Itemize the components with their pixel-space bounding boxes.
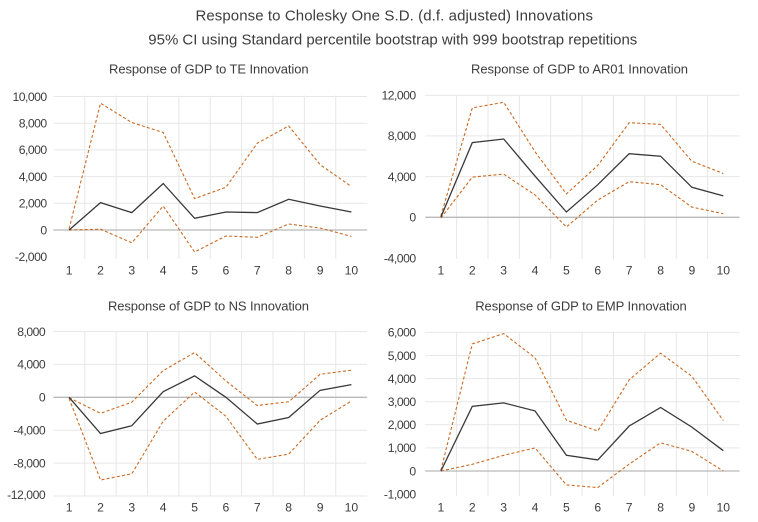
svg-text:-1,000: -1,000 <box>384 487 417 501</box>
svg-text:1: 1 <box>66 501 73 515</box>
svg-text:8: 8 <box>657 264 664 278</box>
svg-text:8: 8 <box>285 501 292 515</box>
svg-text:5: 5 <box>191 501 198 515</box>
svg-text:Response of GDP to EMP Innovat: Response of GDP to EMP Innovation <box>475 299 687 314</box>
svg-text:4: 4 <box>160 501 167 515</box>
svg-text:3: 3 <box>500 501 507 515</box>
svg-text:5,000: 5,000 <box>388 349 417 363</box>
svg-text:3: 3 <box>500 264 507 278</box>
svg-text:9: 9 <box>689 501 696 515</box>
svg-text:9: 9 <box>317 264 324 278</box>
svg-text:7: 7 <box>626 264 633 278</box>
svg-text:1: 1 <box>438 264 445 278</box>
svg-text:2: 2 <box>97 501 104 515</box>
svg-text:9: 9 <box>689 264 696 278</box>
svg-text:9: 9 <box>317 501 324 515</box>
svg-text:Response of GDP to TE Innovati: Response of GDP to TE Innovation <box>109 62 308 77</box>
svg-text:1,000: 1,000 <box>388 441 417 455</box>
svg-text:-2,000: -2,000 <box>15 250 48 264</box>
svg-text:8,000: 8,000 <box>17 325 46 339</box>
svg-text:0: 0 <box>39 391 46 405</box>
svg-text:Response of GDP to NS Innovati: Response of GDP to NS Innovation <box>108 299 309 314</box>
svg-text:6: 6 <box>223 264 230 278</box>
svg-text:10: 10 <box>717 264 731 278</box>
svg-text:5: 5 <box>191 264 198 278</box>
svg-text:5: 5 <box>563 264 570 278</box>
svg-text:3: 3 <box>128 264 135 278</box>
svg-text:4: 4 <box>160 264 167 278</box>
svg-text:95% CI using Standard percenti: 95% CI using Standard percentile bootstr… <box>148 32 637 49</box>
svg-text:8,000: 8,000 <box>19 117 48 131</box>
svg-text:7: 7 <box>254 501 261 515</box>
svg-text:6,000: 6,000 <box>388 326 417 340</box>
svg-text:6: 6 <box>594 264 601 278</box>
svg-text:10: 10 <box>345 501 359 515</box>
svg-text:3: 3 <box>128 501 135 515</box>
svg-text:0: 0 <box>40 223 47 237</box>
svg-text:10,000: 10,000 <box>13 90 48 104</box>
svg-text:8,000: 8,000 <box>388 129 417 143</box>
svg-text:4: 4 <box>532 264 539 278</box>
svg-text:4,000: 4,000 <box>388 170 417 184</box>
svg-text:2,000: 2,000 <box>388 418 417 432</box>
svg-text:4: 4 <box>532 501 539 515</box>
svg-text:4,000: 4,000 <box>17 358 46 372</box>
svg-text:-4,000: -4,000 <box>13 424 46 438</box>
svg-text:-8,000: -8,000 <box>13 456 46 470</box>
svg-text:2: 2 <box>469 264 476 278</box>
svg-text:4,000: 4,000 <box>388 372 417 386</box>
svg-text:6,000: 6,000 <box>19 143 48 157</box>
svg-text:1: 1 <box>66 264 73 278</box>
svg-text:7: 7 <box>626 501 633 515</box>
svg-text:10: 10 <box>345 264 359 278</box>
svg-text:7: 7 <box>254 264 261 278</box>
svg-text:6: 6 <box>223 501 230 515</box>
svg-text:Response of GDP to AR01 Innova: Response of GDP to AR01 Innovation <box>471 62 688 77</box>
svg-text:-12,000: -12,000 <box>7 488 46 502</box>
svg-text:Response to Cholesky One S.D.: Response to Cholesky One S.D. (d.f. adju… <box>195 8 593 25</box>
svg-text:2: 2 <box>469 501 476 515</box>
svg-text:1: 1 <box>438 501 445 515</box>
svg-text:8: 8 <box>285 264 292 278</box>
svg-text:4,000: 4,000 <box>19 170 48 184</box>
svg-text:2,000: 2,000 <box>19 197 48 211</box>
svg-text:0: 0 <box>409 211 416 225</box>
svg-text:5: 5 <box>563 501 570 515</box>
svg-text:10: 10 <box>717 501 731 515</box>
svg-text:-4,000: -4,000 <box>384 251 417 265</box>
svg-text:2: 2 <box>97 264 104 278</box>
svg-text:6: 6 <box>594 501 601 515</box>
svg-text:8: 8 <box>657 501 664 515</box>
svg-text:3,000: 3,000 <box>388 395 417 409</box>
svg-text:0: 0 <box>409 464 416 478</box>
svg-text:12,000: 12,000 <box>382 89 417 103</box>
